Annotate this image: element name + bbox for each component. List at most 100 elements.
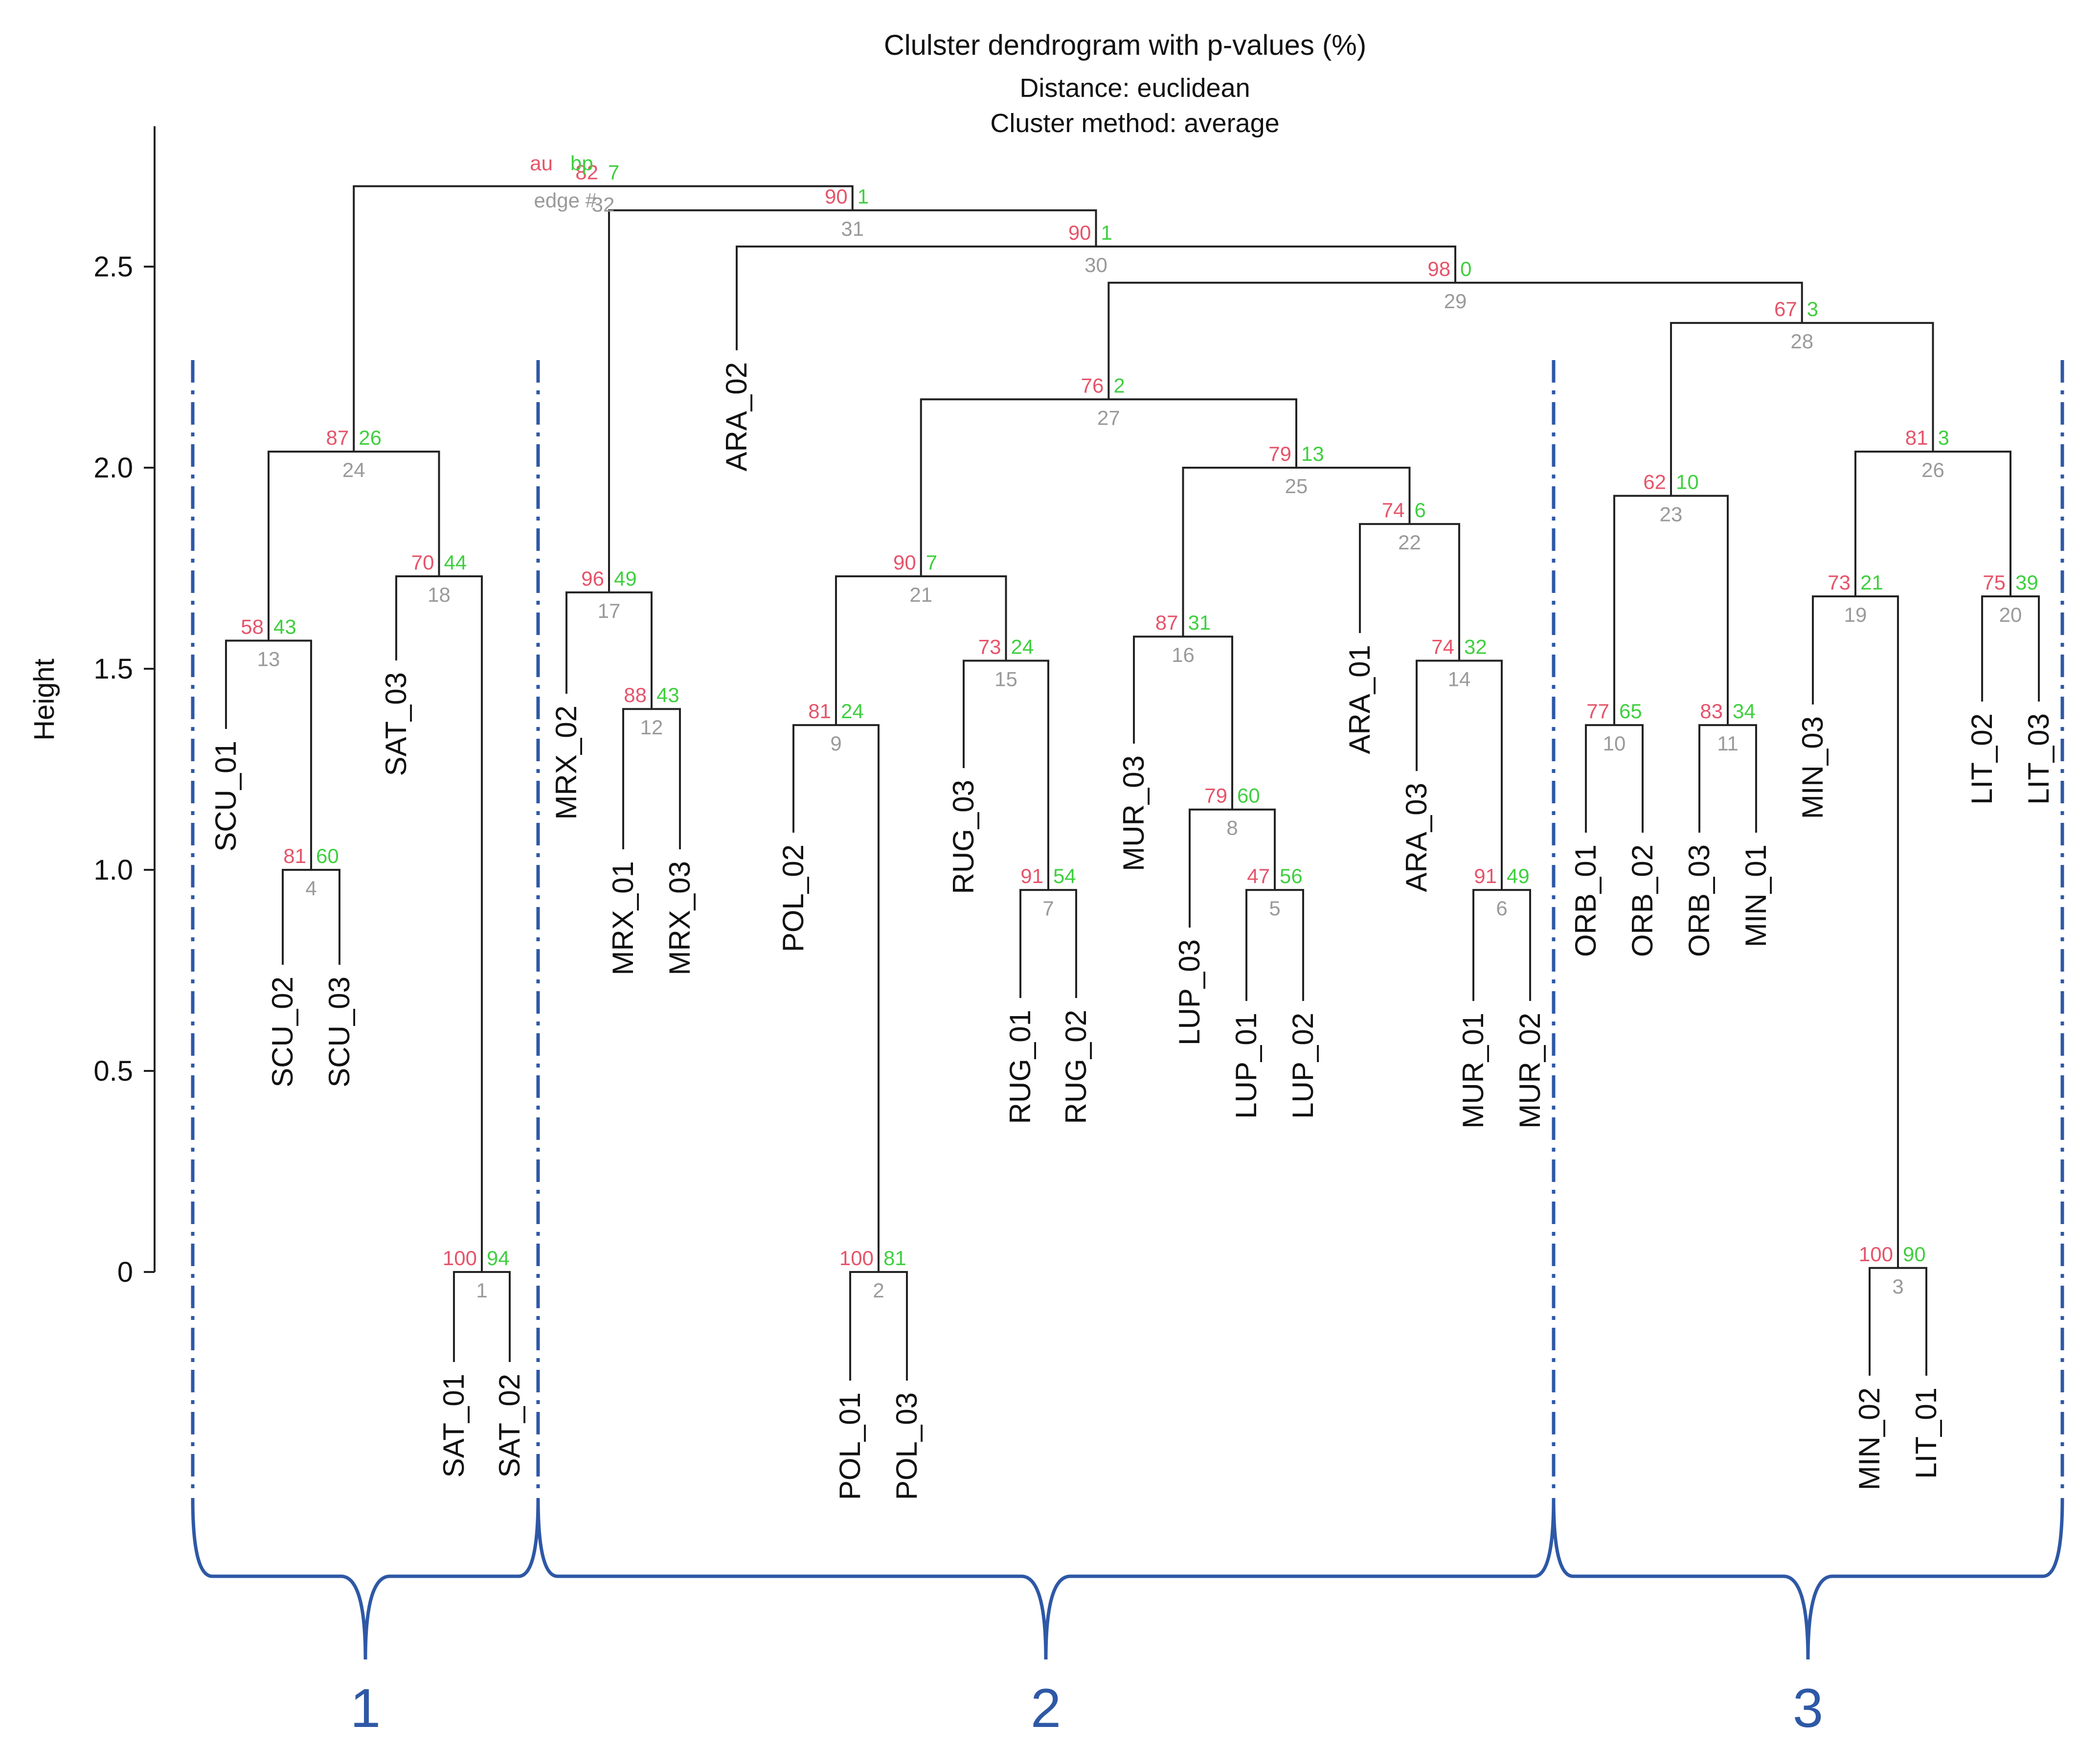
edge-number: 2 <box>873 1279 884 1302</box>
edge-number: 24 <box>342 458 365 481</box>
cluster-brace <box>536 1498 1556 1660</box>
bp-value: 21 <box>1860 571 1883 594</box>
edge-number: 13 <box>257 647 280 670</box>
y-tick-label: 2.5 <box>93 251 133 283</box>
bp-value: 65 <box>1619 700 1642 723</box>
au-value: 47 <box>1247 864 1270 887</box>
bp-value: 24 <box>1011 636 1034 658</box>
edge-number: 9 <box>830 732 841 755</box>
legend-edge: edge # <box>534 189 597 212</box>
leaf-label: ORB_01 <box>1569 844 1602 957</box>
au-value: 74 <box>1382 499 1405 522</box>
edge-number: 16 <box>1172 643 1195 666</box>
bp-value: 10 <box>1676 471 1699 494</box>
cluster-brace <box>191 1498 540 1660</box>
leaf-label: POL_01 <box>834 1392 866 1500</box>
bp-value: 32 <box>1464 636 1487 658</box>
cluster-number: 3 <box>1793 1678 1823 1739</box>
edge-number: 31 <box>841 217 864 240</box>
bp-value: 49 <box>1507 864 1530 887</box>
edge-number: 12 <box>640 716 663 739</box>
bp-value: 94 <box>487 1247 510 1270</box>
edge-number: 26 <box>1921 458 1944 481</box>
edge-number: 18 <box>428 583 451 606</box>
edge-number: 10 <box>1603 732 1626 755</box>
leaf-label: MRX_02 <box>550 705 583 819</box>
au-value: 88 <box>624 683 647 706</box>
edge-number: 3 <box>1892 1275 1903 1298</box>
leaf-label: MRX_01 <box>607 861 639 975</box>
bp-value: 49 <box>614 567 637 590</box>
bp-value: 56 <box>1280 864 1303 887</box>
y-tick-label: 1.5 <box>93 653 133 685</box>
leaf-label: SAT_02 <box>493 1374 526 1477</box>
leaf-label: SCU_02 <box>266 976 299 1088</box>
dendrogram-branch <box>353 185 854 452</box>
leaf-label: MUR_02 <box>1513 1013 1546 1129</box>
edge-number: 23 <box>1660 503 1683 526</box>
au-value: 62 <box>1643 471 1666 494</box>
au-value: 73 <box>1828 571 1851 594</box>
leaf-label: MIN_03 <box>1796 716 1829 819</box>
bp-value: 90 <box>1903 1243 1926 1266</box>
bp-value: 0 <box>1460 257 1471 280</box>
bp-value: 13 <box>1301 442 1324 465</box>
bp-value: 39 <box>2015 571 2038 594</box>
au-value: 81 <box>283 844 306 867</box>
bp-value: 6 <box>1415 499 1426 522</box>
leaf-label: ARA_02 <box>720 362 753 471</box>
au-value: 96 <box>581 567 604 590</box>
au-value: 79 <box>1268 442 1291 465</box>
leaf-label: SCU_03 <box>323 976 356 1088</box>
leaf-label: LIT_03 <box>2022 713 2055 805</box>
bp-value: 1 <box>1101 221 1112 244</box>
au-value: 79 <box>1204 784 1227 807</box>
bp-value: 1 <box>858 185 869 208</box>
edge-number: 25 <box>1285 475 1308 498</box>
au-value: 82 <box>575 161 598 184</box>
edge-number: 4 <box>305 877 316 900</box>
au-value: 70 <box>411 551 434 574</box>
y-axis-label: Height <box>28 658 60 741</box>
bp-value: 24 <box>841 700 864 723</box>
bp-value: 54 <box>1053 864 1076 887</box>
au-value: 100 <box>1859 1243 1893 1266</box>
edge-number: 28 <box>1790 330 1813 353</box>
edge-number: 20 <box>1999 603 2022 626</box>
leaf-label: LIT_01 <box>1910 1387 1942 1479</box>
cluster-brace <box>1552 1498 2064 1660</box>
y-tick-label: 2.0 <box>93 452 133 484</box>
au-value: 58 <box>241 615 264 638</box>
leaf-label: RUG_03 <box>947 780 980 894</box>
au-value: 76 <box>1081 374 1104 397</box>
edge-number: 11 <box>1717 732 1739 755</box>
leaf-label: ARA_03 <box>1400 783 1433 892</box>
au-value: 100 <box>443 1247 477 1270</box>
chart-subtitle-distance: Distance: euclidean <box>1019 73 1250 103</box>
leaf-label: POL_02 <box>777 844 810 952</box>
bp-value: 7 <box>608 161 619 184</box>
leaf-label: ORB_03 <box>1683 844 1716 957</box>
edge-number: 22 <box>1398 531 1421 554</box>
cluster-number: 1 <box>350 1678 381 1739</box>
au-value: 75 <box>1983 571 2006 594</box>
leaf-label: MUR_03 <box>1117 755 1150 871</box>
edge-number: 7 <box>1042 897 1054 920</box>
dendrogram-branch <box>792 724 880 1272</box>
y-tick-label: 0.5 <box>93 1055 133 1087</box>
au-value: 87 <box>326 426 349 449</box>
bp-value: 2 <box>1113 374 1125 397</box>
chart-subtitle-method: Cluster method: average <box>990 109 1279 138</box>
au-value: 81 <box>1905 426 1928 449</box>
au-value: 74 <box>1431 636 1454 658</box>
leaf-label: SCU_01 <box>209 741 242 852</box>
au-value: 91 <box>1474 864 1497 887</box>
bp-value: 60 <box>1237 784 1260 807</box>
bp-value: 3 <box>1938 426 1949 449</box>
edge-number: 27 <box>1097 406 1120 429</box>
au-value: 90 <box>825 185 848 208</box>
bp-value: 34 <box>1733 700 1756 723</box>
y-tick-label: 1.0 <box>93 854 133 886</box>
leaf-label: SAT_01 <box>437 1374 470 1477</box>
